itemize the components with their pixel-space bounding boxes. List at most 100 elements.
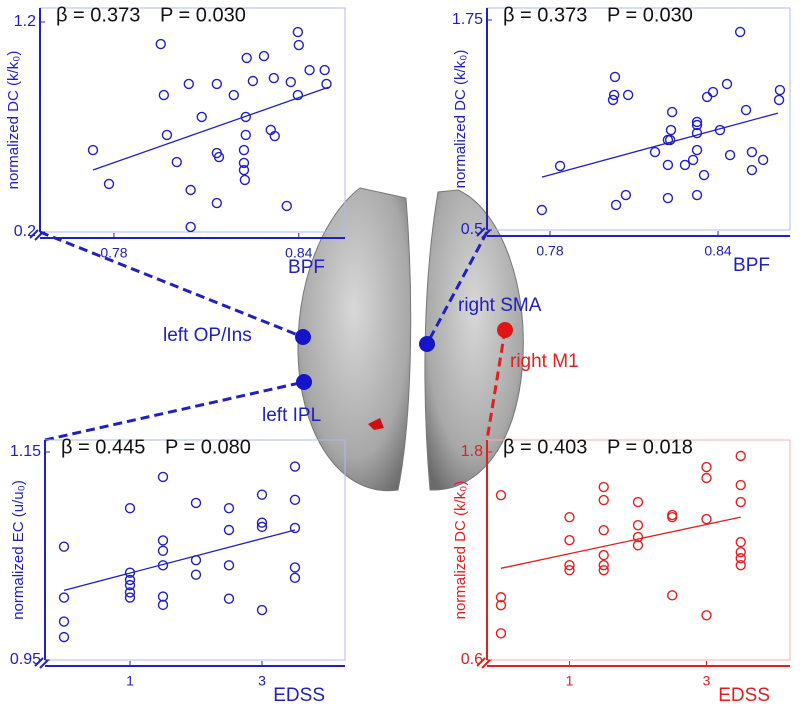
point [724, 149, 736, 161]
point [58, 541, 70, 552]
point [185, 221, 196, 233]
point [740, 104, 752, 116]
point [735, 546, 746, 558]
point [662, 159, 674, 171]
point [632, 496, 644, 508]
point [735, 536, 746, 548]
point [691, 127, 703, 139]
point [228, 89, 239, 101]
point [269, 130, 280, 142]
point [667, 511, 678, 523]
point [256, 521, 268, 533]
y-axis-label: normalized DC (k/k₀) [452, 481, 469, 620]
point [691, 119, 703, 131]
point [58, 592, 70, 603]
point [213, 151, 225, 163]
point [774, 84, 786, 96]
x-axis-label: EDSS [273, 685, 325, 705]
point [289, 572, 301, 584]
point [734, 26, 746, 38]
point [662, 192, 674, 204]
point [701, 472, 712, 484]
point [289, 494, 301, 506]
point [609, 71, 621, 83]
point [632, 519, 644, 531]
x-tick-label: 1 [566, 673, 574, 689]
point [238, 157, 250, 169]
region-dot [295, 329, 311, 345]
beta-annotation: β = 0.445 [61, 436, 145, 458]
point [495, 600, 507, 611]
point [701, 610, 712, 621]
point [691, 116, 703, 128]
point [721, 78, 733, 90]
p-annotation: P = 0.018 [607, 436, 693, 458]
point [281, 200, 292, 212]
point [304, 64, 315, 76]
point [87, 144, 99, 156]
y-tick-label: 1.2 [14, 13, 36, 30]
point [495, 489, 507, 501]
point [687, 154, 699, 166]
point [701, 513, 712, 525]
point [247, 75, 259, 87]
point [564, 559, 575, 571]
axis-break [476, 227, 491, 239]
point [735, 450, 746, 462]
fit-line [63, 529, 296, 591]
point [319, 64, 330, 76]
point [292, 89, 304, 101]
point [289, 562, 301, 573]
point [292, 26, 304, 38]
y-tick-label: 0.2 [14, 223, 36, 240]
point [607, 94, 619, 106]
point [735, 479, 746, 491]
point [289, 522, 301, 534]
point [632, 540, 644, 551]
point [157, 471, 169, 483]
region-label: right M1 [510, 351, 579, 372]
point [707, 86, 719, 98]
point [183, 78, 195, 90]
point [124, 592, 136, 603]
point [701, 91, 713, 103]
point [610, 199, 622, 211]
point [258, 50, 270, 62]
point [735, 496, 746, 508]
y-tick-label: 0.5 [461, 221, 483, 238]
region-label: left IPL [262, 405, 321, 426]
point [598, 524, 609, 536]
point [157, 545, 169, 556]
point [58, 616, 70, 627]
left-hemisphere [297, 187, 412, 492]
point [158, 89, 170, 101]
p-annotation: P = 0.030 [160, 4, 246, 26]
point [103, 178, 115, 190]
point [124, 567, 136, 578]
connector [39, 230, 304, 339]
point [598, 481, 609, 493]
axis-break [29, 229, 44, 241]
point [196, 111, 207, 123]
point [256, 604, 268, 616]
point [190, 497, 202, 509]
point [321, 78, 332, 90]
point [211, 78, 223, 90]
point [649, 146, 661, 158]
x-tick-label: 0.78 [100, 245, 127, 261]
point [241, 52, 252, 64]
point [495, 592, 507, 603]
fit-line [541, 112, 779, 178]
point [667, 590, 678, 601]
y-tick-label: 0.95 [10, 651, 41, 668]
y-tick-label: 1.75 [452, 11, 483, 28]
point [223, 524, 235, 536]
point [223, 560, 235, 571]
x-tick-label: 0.84 [285, 245, 312, 261]
region-label: right SMA [458, 295, 542, 316]
beta-annotation: β = 0.373 [503, 4, 587, 26]
point [746, 164, 758, 176]
point [665, 124, 677, 136]
point [698, 169, 710, 181]
